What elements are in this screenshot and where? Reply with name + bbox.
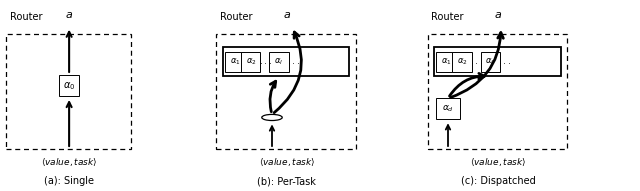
Bar: [59, 75, 79, 96]
Text: $...$: $...$: [287, 57, 300, 66]
Text: Router: Router: [10, 12, 42, 22]
Text: $\alpha_1$: $\alpha_1$: [230, 56, 240, 67]
Text: $\alpha_1$: $\alpha_1$: [441, 56, 451, 67]
Bar: [428, 34, 567, 149]
Circle shape: [262, 114, 282, 121]
Text: $a$: $a$: [283, 10, 291, 19]
Text: $...$: $...$: [498, 57, 511, 66]
Text: $\langle value, task\rangle$: $\langle value, task\rangle$: [470, 157, 526, 168]
Bar: [436, 52, 456, 72]
Bar: [481, 52, 500, 72]
Text: $\langle value, task\rangle$: $\langle value, task\rangle$: [259, 157, 315, 168]
Text: $\alpha_d$: $\alpha_d$: [442, 104, 454, 114]
Bar: [223, 47, 349, 76]
Bar: [216, 34, 356, 149]
Bar: [434, 47, 561, 76]
Text: $...$: $...$: [259, 57, 272, 66]
Text: Router: Router: [431, 12, 463, 22]
Text: $...$: $...$: [470, 57, 483, 66]
Text: (a): Single: (a): Single: [44, 176, 94, 186]
Text: $\langle value, task\rangle$: $\langle value, task\rangle$: [41, 157, 97, 168]
Text: $\alpha_k$: $\alpha_k$: [484, 56, 496, 67]
Bar: [241, 52, 260, 72]
Bar: [225, 52, 244, 72]
Text: (c): Dispatched: (c): Dispatched: [461, 176, 535, 186]
Text: (b): Per-Task: (b): Per-Task: [257, 176, 316, 186]
Text: $a$: $a$: [65, 10, 73, 19]
Text: $a$: $a$: [494, 10, 502, 19]
Text: Router: Router: [220, 12, 252, 22]
Text: $\alpha_l$: $\alpha_l$: [275, 56, 284, 67]
Bar: [269, 52, 289, 72]
Bar: [452, 52, 472, 72]
Bar: [436, 98, 460, 119]
Text: $\alpha_0$: $\alpha_0$: [63, 80, 76, 92]
Text: $\alpha_2$: $\alpha_2$: [457, 56, 467, 67]
Text: $\alpha_2$: $\alpha_2$: [246, 56, 256, 67]
Bar: [6, 34, 131, 149]
